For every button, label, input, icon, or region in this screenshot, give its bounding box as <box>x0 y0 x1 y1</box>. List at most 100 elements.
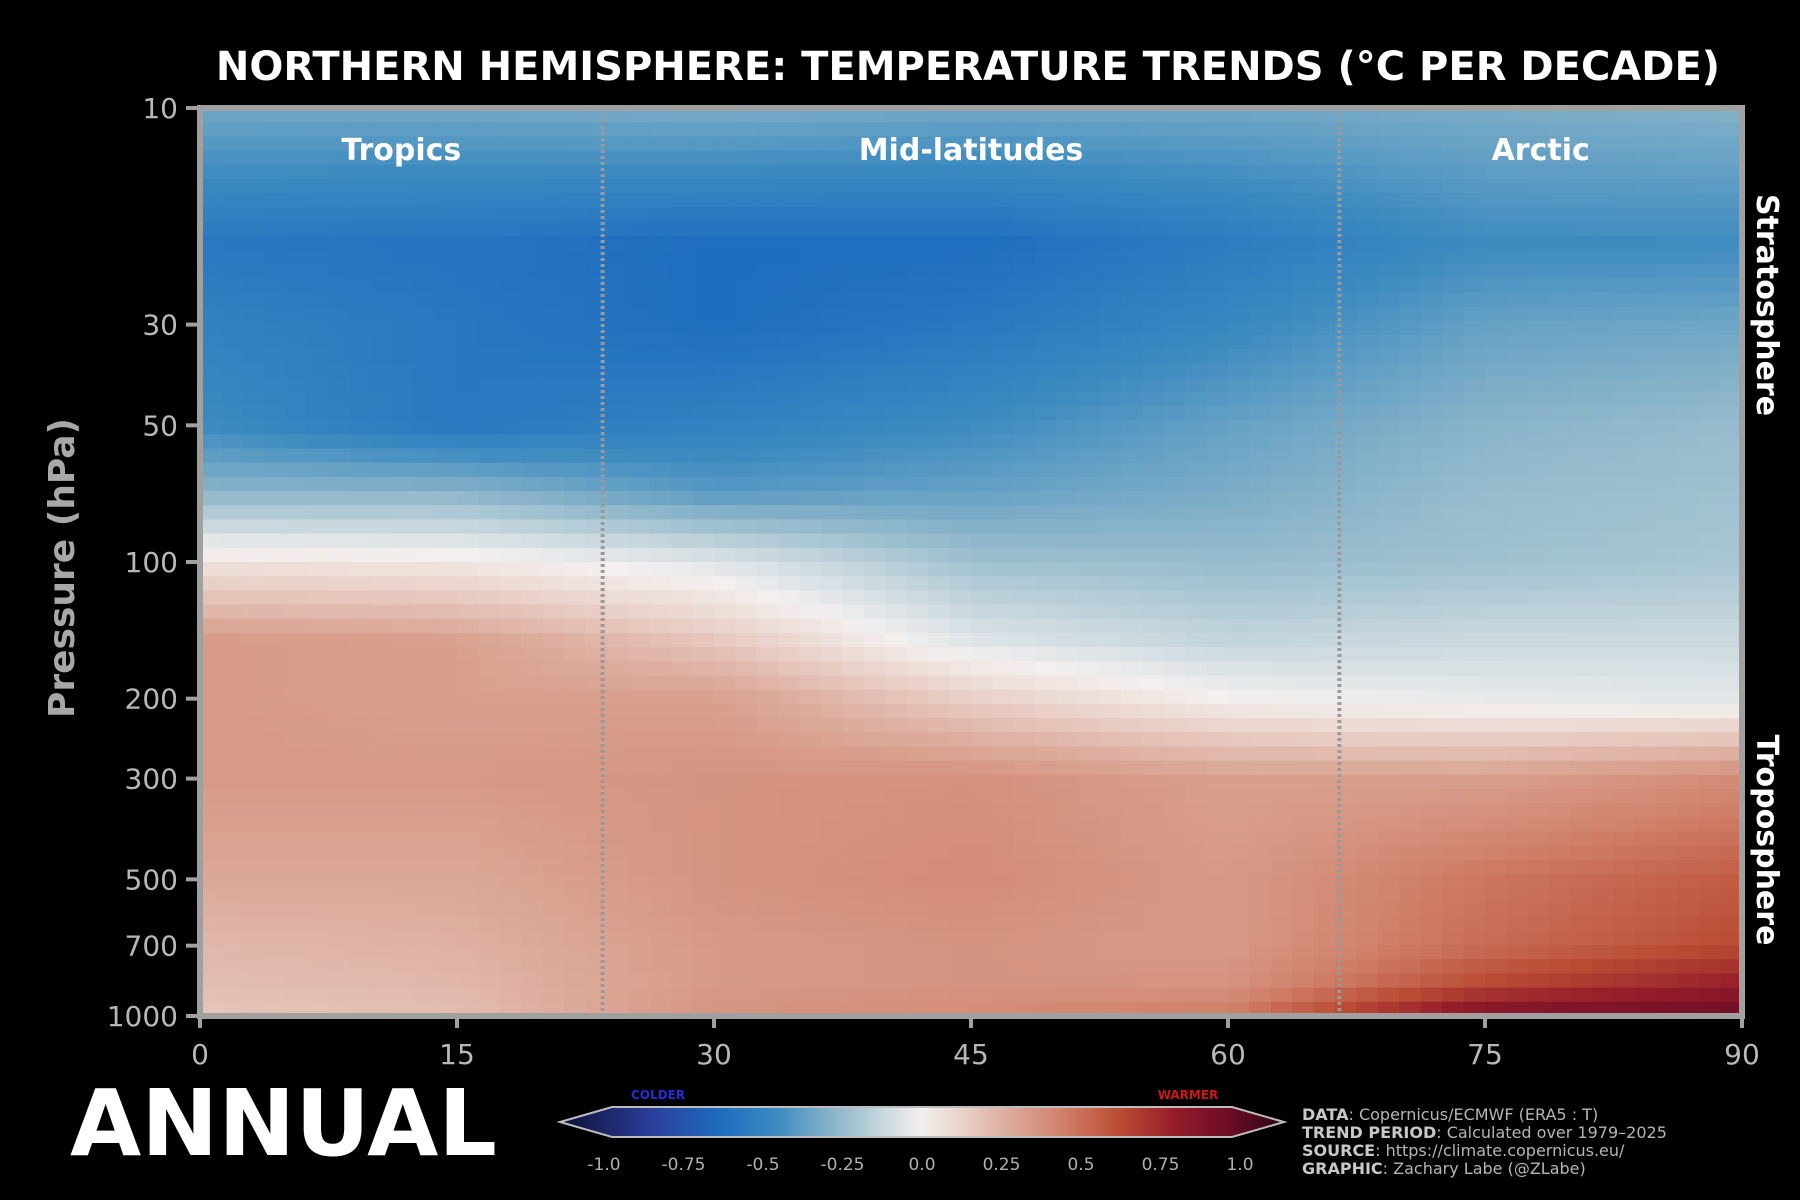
heatmap-cell <box>499 661 523 677</box>
heatmap-cell <box>1485 902 1508 918</box>
heatmap-cell <box>1120 264 1144 280</box>
heatmap-cell <box>606 987 630 1003</box>
heatmap-cell <box>371 391 394 407</box>
heatmap-cell <box>1399 235 1422 251</box>
heatmap-cell <box>1442 845 1465 861</box>
heatmap-cell <box>1613 930 1636 946</box>
heatmap-cell <box>1270 774 1294 790</box>
heatmap-cell <box>221 547 244 563</box>
heatmap-cell <box>435 661 458 677</box>
heatmap-cell <box>1099 320 1122 336</box>
heatmap-cell <box>1035 320 1058 336</box>
heatmap-cell <box>1228 789 1251 804</box>
heatmap-cell <box>242 789 266 804</box>
heatmap-cell <box>542 817 565 833</box>
heatmap-cell <box>414 874 437 890</box>
heatmap-cell <box>1292 264 1315 280</box>
heatmap-cell <box>885 349 908 365</box>
heatmap-cell <box>692 647 715 663</box>
heatmap-cell <box>992 136 1015 152</box>
heatmap-cell <box>1206 817 1229 833</box>
heatmap-cell <box>1527 335 1551 350</box>
heatmap-cell <box>1442 959 1465 975</box>
heatmap-cell <box>200 590 223 606</box>
heatmap-cell <box>285 576 308 592</box>
heatmap-cell <box>842 505 865 521</box>
heatmap-cell <box>1399 689 1422 705</box>
heatmap-cell <box>1313 221 1336 237</box>
heatmap-cell <box>821 661 844 677</box>
heatmap-cell <box>971 377 994 393</box>
heatmap-cell <box>1270 448 1294 464</box>
heatmap-cell <box>328 845 351 861</box>
heatmap-cell <box>1634 916 1658 932</box>
heatmap-cell <box>606 547 630 563</box>
heatmap-cell <box>1206 221 1229 237</box>
heatmap-cell <box>1035 306 1058 322</box>
heatmap-cell <box>606 675 630 691</box>
heatmap-cell <box>457 618 480 634</box>
heatmap-cell <box>349 888 373 904</box>
heatmap-cell <box>1549 632 1572 648</box>
heatmap-cell <box>1634 831 1658 847</box>
heatmap-cell <box>1570 533 1593 549</box>
heatmap-cell <box>1013 817 1037 833</box>
heatmap-cell <box>1399 703 1422 719</box>
heatmap-cell <box>1292 930 1315 946</box>
heatmap-cell <box>307 902 330 918</box>
heatmap-cell <box>1613 831 1636 847</box>
heatmap-cell <box>821 363 844 379</box>
heatmap-cell <box>799 391 822 407</box>
heatmap-cell <box>1656 292 1679 308</box>
heatmap-cell <box>906 760 929 776</box>
heatmap-cell <box>371 902 394 918</box>
heatmap-cell <box>928 533 951 549</box>
heatmap-cell <box>285 249 308 265</box>
heatmap-cell <box>842 391 865 407</box>
heatmap-cell <box>1163 718 1186 734</box>
heatmap-cell <box>285 434 308 450</box>
heatmap-cell <box>1056 945 1079 961</box>
heatmap-cell <box>1506 122 1529 138</box>
heatmap-cell <box>863 505 887 521</box>
heatmap-cell <box>628 916 651 932</box>
heatmap-cell <box>1656 505 1679 521</box>
heatmap-cell <box>1485 817 1508 833</box>
heatmap-cell <box>1206 803 1229 819</box>
heatmap-cell <box>1142 817 1165 833</box>
heatmap-cell <box>1249 817 1272 833</box>
heatmap-cell <box>1720 859 1742 875</box>
heatmap-cell <box>1399 349 1422 365</box>
heatmap-cell <box>1634 661 1658 677</box>
heatmap-cell <box>799 292 822 308</box>
heatmap-cell <box>392 888 415 904</box>
heatmap-cell <box>499 278 523 294</box>
heatmap-cell <box>735 434 758 450</box>
heatmap-cell <box>1185 959 1208 975</box>
heatmap-cell <box>1356 391 1379 407</box>
heatmap-cell <box>735 647 758 663</box>
heatmap-cell <box>1292 136 1315 152</box>
heatmap-cell <box>264 391 287 407</box>
heatmap-cell <box>285 462 308 478</box>
heatmap-cell <box>1634 789 1658 804</box>
heatmap-cell <box>1699 916 1722 932</box>
heatmap-cell <box>649 335 672 350</box>
heatmap-cell <box>1356 150 1379 166</box>
heatmap-cell <box>521 320 544 336</box>
heatmap-cell <box>521 732 544 748</box>
heatmap-cell <box>1399 122 1422 138</box>
heatmap-cell <box>1185 505 1208 521</box>
heatmap-cell <box>1185 164 1208 180</box>
heatmap-cell <box>1099 675 1122 691</box>
heatmap-cell <box>371 789 394 804</box>
heatmap-cell <box>778 1001 801 1016</box>
heatmap-cell <box>1163 292 1186 308</box>
heatmap-cell <box>1120 831 1144 847</box>
heatmap-cell <box>1163 945 1186 961</box>
heatmap-cell <box>1463 774 1486 790</box>
heatmap-cell <box>499 732 523 748</box>
heatmap-cell <box>371 193 394 209</box>
heatmap-cell <box>1035 547 1058 563</box>
heatmap-cell <box>1356 193 1379 209</box>
